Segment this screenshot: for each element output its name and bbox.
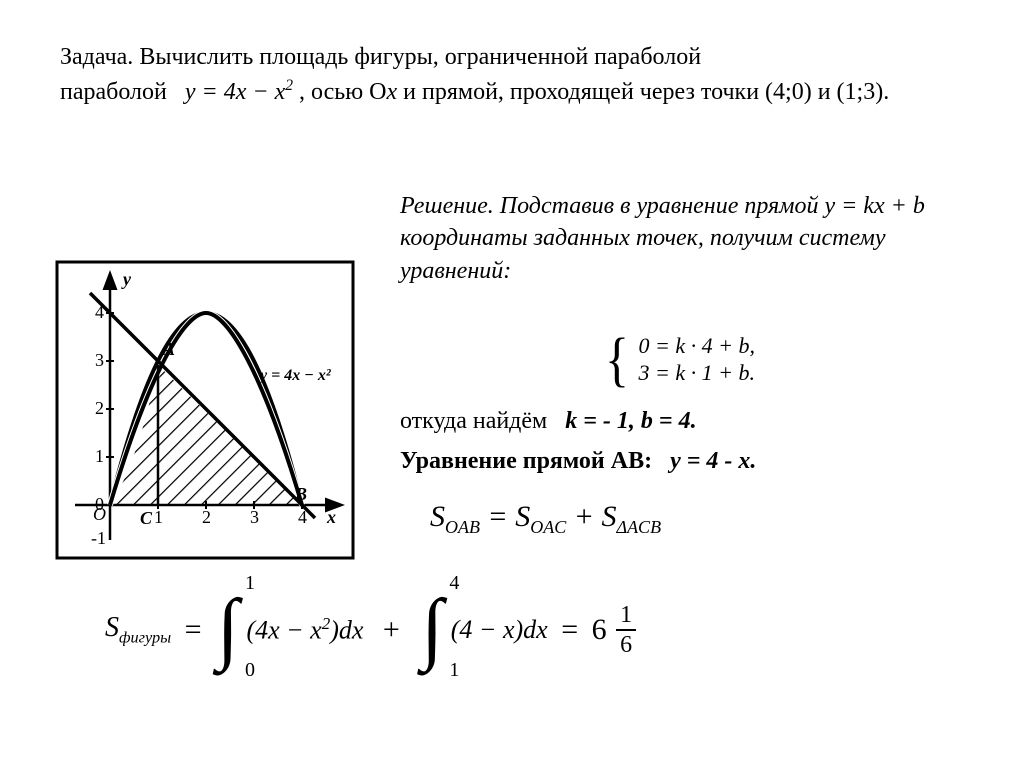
integral-1: 1 ∫ 0 [217, 600, 239, 660]
system-eq-1: 0 = k · 4 + b, [639, 333, 755, 358]
parabola-formula: y = 4x − x2 [185, 79, 299, 105]
problem-text-3: и прямой, проходящей через точки (4;0) и… [403, 79, 889, 105]
graph-figure: O 1 2 3 4 x -1 0 1 2 3 4 y A B C y = 4x … [55, 260, 355, 560]
integrand-1: (4x − x2)dx [246, 614, 363, 646]
area-decomposition: SOAB = SOAC + SΔACB [430, 500, 661, 538]
svg-text:4: 4 [95, 302, 104, 322]
brace-icon: { [605, 324, 629, 394]
problem-label: Задача. [60, 44, 133, 70]
integral-equation: Sфигуры = 1 ∫ 0 (4x − x2)dx + 4 ∫ 1 (4 −… [105, 600, 1005, 740]
integral-icon: ∫ [421, 600, 443, 656]
equals-sign: = [561, 613, 578, 647]
system-of-equations: { 0 = k · 4 + b, 3 = k · 1 + b. [605, 330, 755, 388]
svg-text:x: x [326, 507, 336, 527]
problem-text-1b: параболой [60, 79, 179, 105]
found-values-line: откуда найдём k = - 1, b = 4. [400, 408, 697, 435]
integrand-2: (4 − x)dx [451, 615, 548, 645]
integral-2: 4 ∫ 1 [421, 600, 443, 660]
svg-text:y: y [121, 269, 132, 289]
system-eq-2: 3 = k · 1 + b. [639, 360, 755, 385]
result-fraction: 1 6 [616, 603, 636, 657]
problem-text-1: Вычислить площадь фигуры, ограниченной п… [139, 44, 701, 70]
solution-text: Решение. Подставив в уравнение прямой y … [400, 190, 990, 287]
line-equation: Уравнение прямой AB: y = 4 - x. [400, 448, 756, 475]
solution-label: Решение. [400, 193, 494, 219]
svg-text:A: A [162, 339, 175, 359]
problem-text-2: , осью O [299, 79, 386, 105]
svg-text:y = 4x − x²: y = 4x − x² [258, 367, 332, 384]
svg-text:2: 2 [202, 507, 211, 527]
integral-icon: ∫ [217, 600, 239, 656]
problem-statement: Задача. Вычислить площадь фигуры, ограни… [60, 40, 960, 110]
svg-text:-1: -1 [91, 528, 106, 548]
svg-text:1: 1 [95, 446, 104, 466]
plus-sign: + [383, 613, 400, 647]
svg-text:C: C [140, 508, 153, 528]
svg-text:4: 4 [298, 507, 307, 527]
equals-sign: = [185, 613, 202, 647]
svg-text:1: 1 [154, 507, 163, 527]
svg-text:3: 3 [250, 507, 259, 527]
svg-text:2: 2 [95, 398, 104, 418]
svg-text:0: 0 [95, 494, 104, 514]
result-integer: 6 [592, 613, 607, 647]
svg-text:B: B [294, 484, 307, 504]
svg-text:3: 3 [95, 350, 104, 370]
